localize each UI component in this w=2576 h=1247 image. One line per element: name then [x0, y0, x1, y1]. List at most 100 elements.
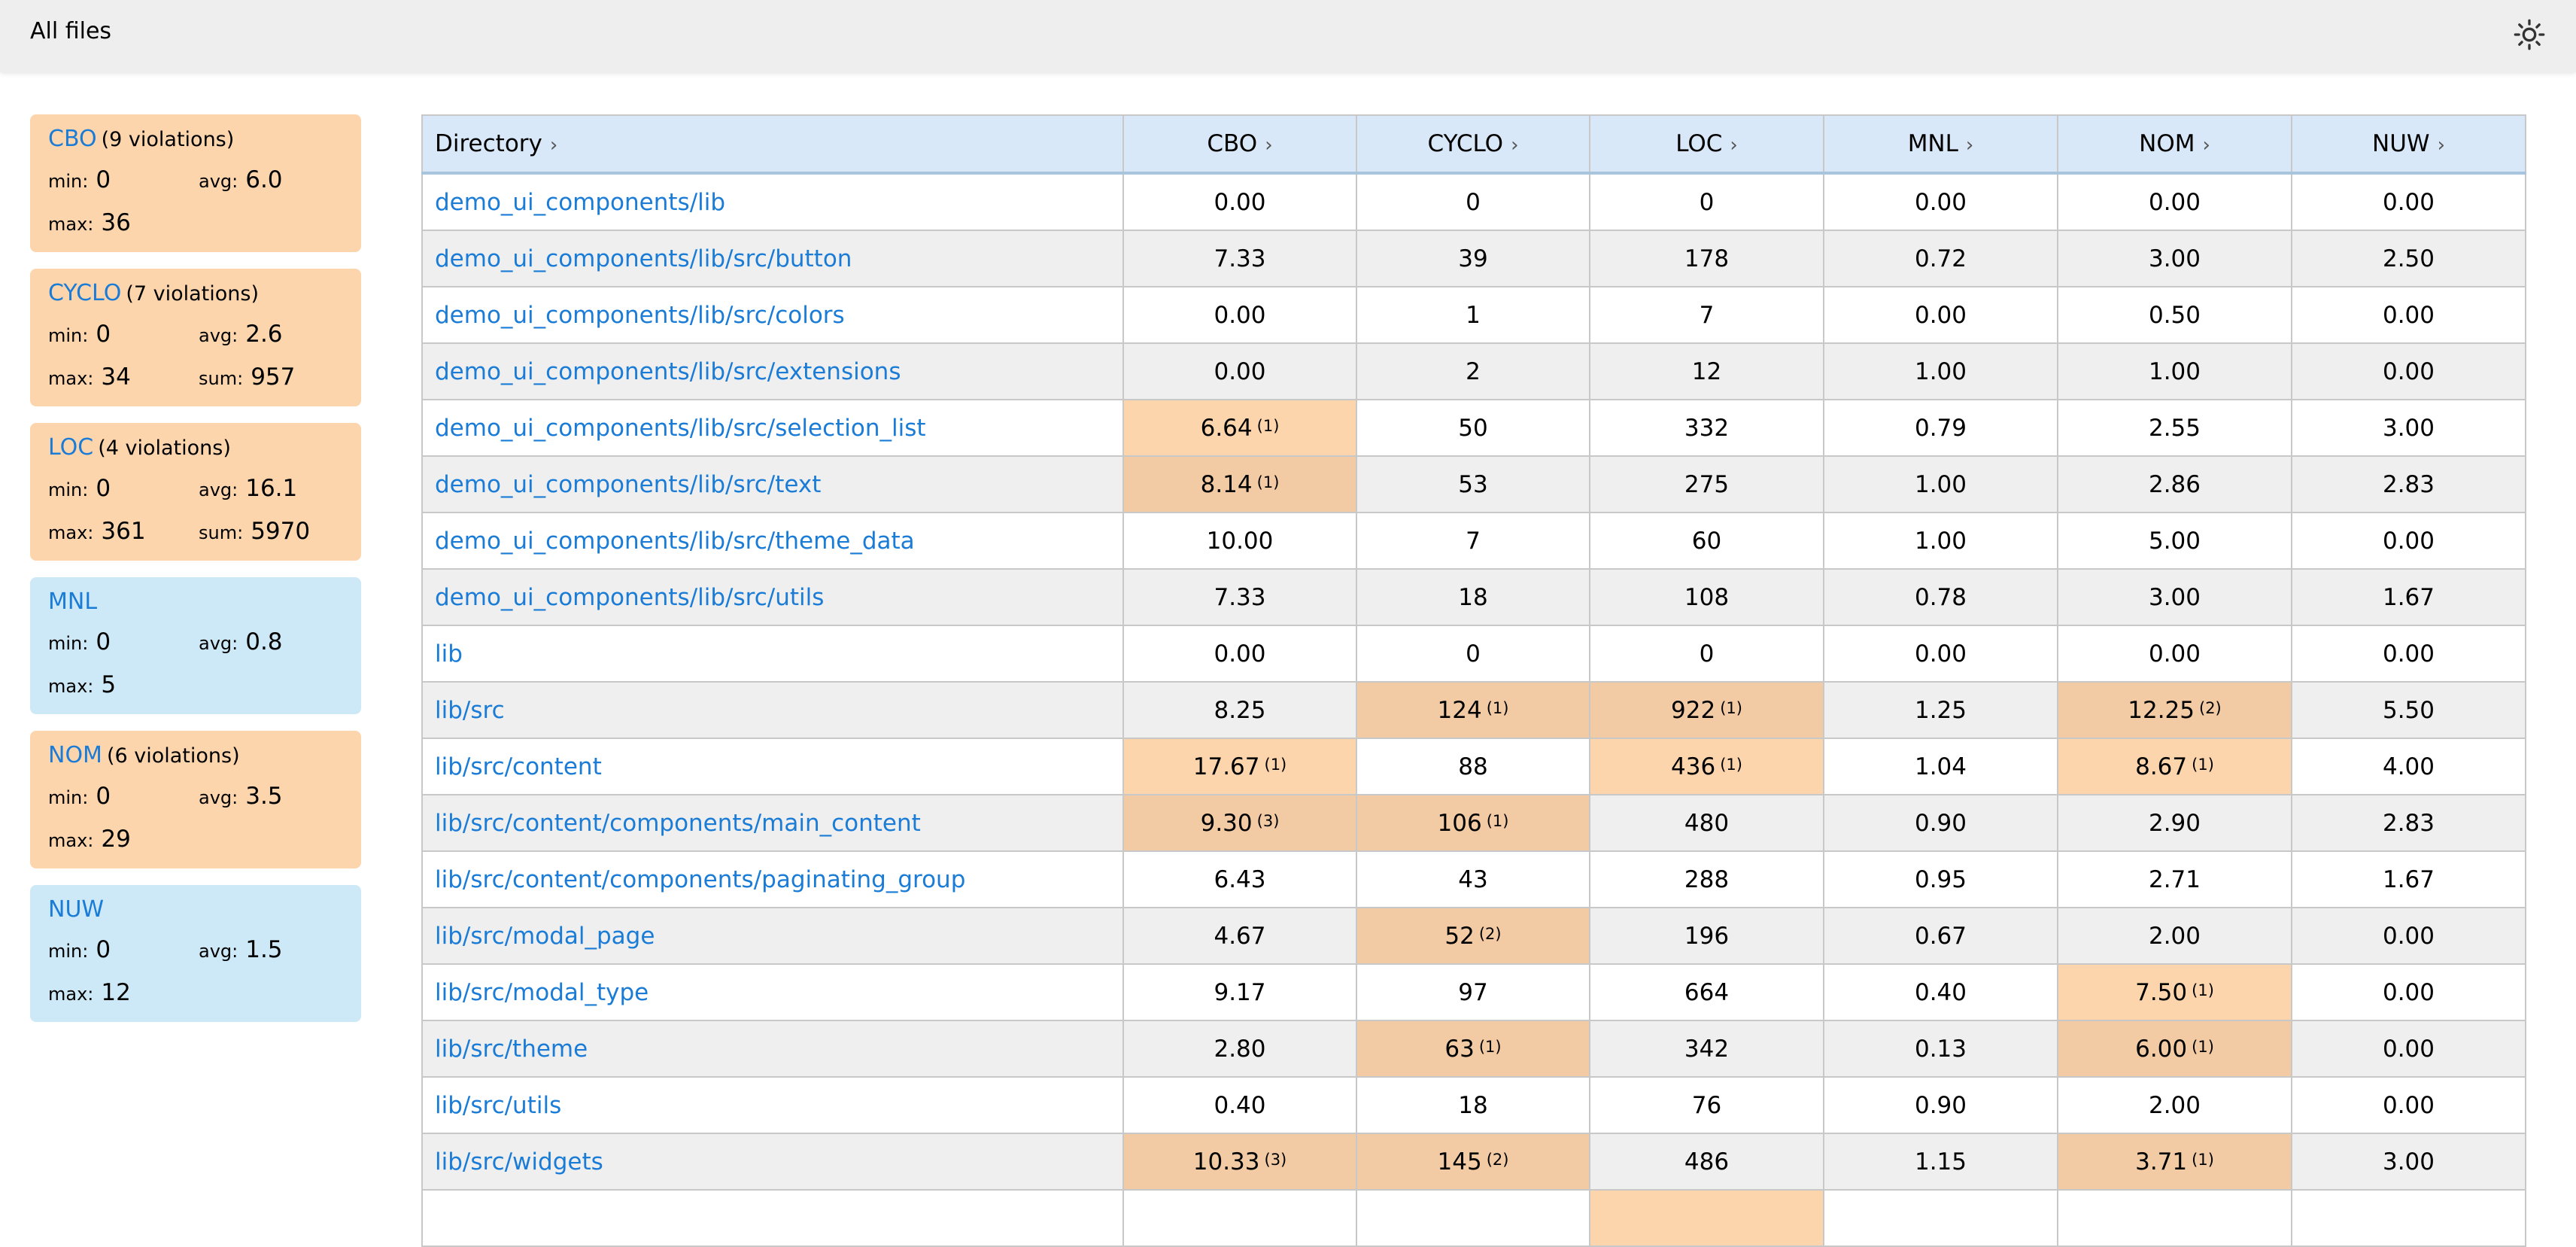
stat-min: min: 0: [48, 933, 199, 970]
metric-value: 196: [1684, 922, 1730, 950]
stat-avg: avg: 1.5: [199, 933, 349, 970]
stat-value: 0: [96, 936, 111, 963]
directory-link[interactable]: demo_ui_components/lib/src/utils: [435, 583, 825, 611]
metric-cell-mnl: 0.95: [1823, 850, 2058, 908]
stat-max: max: 12: [48, 976, 199, 1013]
metric-cell-mnl: 1.00: [1823, 512, 2058, 570]
directory-link[interactable]: lib/src: [435, 696, 505, 724]
stat-label: sum:: [199, 522, 244, 543]
directory-cell: lib/src: [421, 681, 1124, 739]
metric-value: 97: [1458, 978, 1488, 1006]
metric-cell-mnl: 0.00: [1823, 625, 2058, 683]
table-row: lib/src/content/components/main_content 9…: [421, 794, 2526, 852]
stat-max: max: 36: [48, 206, 199, 243]
stat-label: avg:: [199, 171, 238, 192]
metric-value: 1.15: [1914, 1148, 1967, 1176]
metrics-sidebar: CBO (9 violations) min: 0 avg: 6.0 max: 36 CYCLO…: [30, 114, 361, 1039]
metric-link-mnl[interactable]: MNL: [48, 589, 98, 615]
directory-link[interactable]: lib/src/modal_page: [435, 922, 655, 950]
metric-cell-nuw: 4.00: [2291, 738, 2526, 795]
metric-value: 3.71: [2135, 1148, 2188, 1176]
metric-value: 0: [1466, 188, 1481, 216]
metric-cell-cbo: 0.00: [1122, 342, 1357, 400]
metric-cell-nom: 3.71 (1): [2057, 1133, 2292, 1191]
column-header-label: NUW: [2372, 130, 2430, 157]
metric-cell-cyclo: 0: [1356, 625, 1590, 683]
stat-value: 0.8: [245, 628, 283, 655]
chevron-right-icon: ›: [2437, 134, 2445, 157]
metric-cell-cbo: 6.43: [1122, 850, 1357, 908]
metric-link-nuw[interactable]: NUW: [48, 896, 105, 923]
directory-cell: [421, 1189, 1124, 1247]
metric-cell-loc: 436 (1): [1589, 738, 1824, 795]
metric-cell-nuw: 3.00: [2291, 399, 2526, 457]
metric-value: 0.00: [1214, 357, 1266, 385]
metric-value: 480: [1684, 809, 1730, 837]
metric-cell-nom: 5.00: [2057, 512, 2292, 570]
table-row: [421, 1189, 2526, 1247]
metric-cell-nom: 0.00: [2057, 172, 2292, 231]
metric-cell-loc: 0: [1589, 625, 1824, 683]
column-header-label: NOM: [2139, 130, 2195, 157]
metric-value: 0: [1699, 640, 1715, 668]
column-header-cbo[interactable]: CBO ›: [1122, 114, 1357, 175]
directory-link[interactable]: demo_ui_components/lib: [435, 188, 726, 216]
directory-link[interactable]: demo_ui_components/lib/src/text: [435, 470, 822, 498]
metric-value: 10.00: [1206, 527, 1274, 555]
directory-link[interactable]: demo_ui_components/lib/src/selection_lis…: [435, 414, 926, 442]
metric-value: 0.40: [1914, 978, 1967, 1006]
column-header-cyclo[interactable]: CYCLO ›: [1356, 114, 1590, 175]
chevron-right-icon: ›: [549, 134, 558, 157]
stat-avg: avg: 3.5: [199, 780, 349, 817]
directory-link[interactable]: lib/src/utils: [435, 1091, 562, 1119]
stat-label: avg:: [199, 325, 238, 346]
column-header-nuw[interactable]: NUW ›: [2291, 114, 2526, 175]
directory-link[interactable]: lib/src/content/components/main_content: [435, 809, 921, 837]
metric-value: 0.00: [2382, 922, 2435, 950]
metric-cell-cbo: 0.00: [1122, 286, 1357, 344]
directory-link[interactable]: lib/src/modal_type: [435, 978, 649, 1006]
metric-card-mnl: MNL min: 0 avg: 0.8 max: 5: [30, 577, 361, 714]
column-header-directory[interactable]: Directory ›: [421, 114, 1124, 175]
table-row: lib/src/theme 2.80 63 (1) 342 0.13 6.00 (1) 0.00: [421, 1020, 2526, 1078]
metric-value: 3.00: [2148, 583, 2201, 611]
metric-cell-cyclo: 106 (1): [1356, 794, 1590, 852]
directory-link[interactable]: demo_ui_components/lib/src/extensions: [435, 357, 901, 385]
table-row: lib/src 8.25 124 (1) 922 (1) 1.25 12.25 (2) 5.50: [421, 681, 2526, 739]
stat-min: min: 0: [48, 163, 199, 200]
metric-link-cbo[interactable]: CBO: [48, 126, 97, 152]
metric-cell-cbo: 8.25: [1122, 681, 1357, 739]
metric-value: 63: [1444, 1035, 1475, 1063]
theme-toggle-button[interactable]: [2510, 15, 2549, 54]
directory-link[interactable]: lib/src/content: [435, 753, 602, 780]
metric-card-loc: LOC (4 violations) min: 0 avg: 16.1 max: 361 sum…: [30, 423, 361, 561]
stat-label: max:: [48, 984, 94, 1005]
violations-count: (6 violations): [106, 744, 240, 768]
metric-cell-mnl: 0.00: [1823, 172, 2058, 231]
metric-value: 124: [1437, 696, 1482, 724]
column-header-loc[interactable]: LOC ›: [1589, 114, 1824, 175]
metric-link-loc[interactable]: LOC: [48, 434, 94, 461]
stat-min: min: 0: [48, 780, 199, 817]
directory-link[interactable]: demo_ui_components/lib/src/theme_data: [435, 527, 915, 555]
table-row: demo_ui_components/lib/src/selection_lis…: [421, 399, 2526, 457]
stat-value: 361: [101, 518, 146, 545]
metric-link-cyclo[interactable]: CYCLO: [48, 280, 122, 306]
metric-value: 486: [1684, 1148, 1730, 1176]
metric-value: 52: [1444, 922, 1475, 950]
directory-link[interactable]: demo_ui_components/lib/src/colors: [435, 301, 845, 329]
directory-link[interactable]: demo_ui_components/lib/src/button: [435, 245, 852, 272]
directory-link[interactable]: lib/src/content/components/paginating_gr…: [435, 865, 966, 893]
directory-link[interactable]: lib: [435, 640, 463, 668]
metric-link-nom[interactable]: NOM: [48, 742, 102, 768]
stat-label: avg:: [199, 787, 238, 808]
metric-value: 2.71: [2148, 865, 2201, 893]
metric-cell-nuw: 2.50: [2291, 230, 2526, 287]
column-header-nom[interactable]: NOM ›: [2057, 114, 2292, 175]
metric-value: 1.67: [2382, 865, 2435, 893]
metric-value: 0.00: [2382, 1091, 2435, 1119]
directory-link[interactable]: lib/src/widgets: [435, 1148, 603, 1176]
column-header-mnl[interactable]: MNL ›: [1823, 114, 2058, 175]
metric-value: 9.30: [1200, 809, 1253, 837]
directory-link[interactable]: lib/src/theme: [435, 1035, 588, 1063]
